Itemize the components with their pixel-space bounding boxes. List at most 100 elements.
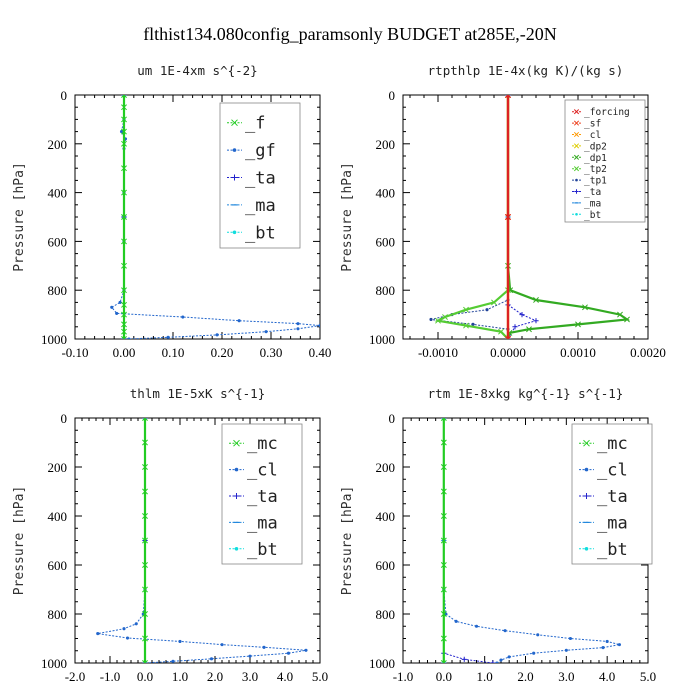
x-tick-label: 4.0 — [599, 669, 615, 684]
data-point — [463, 306, 469, 313]
data-point — [234, 547, 239, 551]
legend-entry: _mc — [597, 434, 628, 454]
legend-entry: _ta — [247, 487, 278, 507]
data-point — [121, 140, 127, 147]
x-tick-label: 3.0 — [242, 669, 258, 684]
data-point — [233, 439, 240, 447]
legend: _f _gf _ta _ma _bt — [219, 102, 301, 249]
data-point — [121, 336, 127, 339]
y-tick-label: 800 — [376, 607, 396, 622]
data-point — [121, 328, 127, 335]
y-tick-label: 0 — [389, 88, 396, 103]
data-point — [505, 95, 511, 98]
data-point — [262, 645, 266, 649]
data-point — [471, 322, 475, 326]
x-tick-label: 5.0 — [640, 669, 656, 684]
data-point — [121, 311, 127, 318]
x-tick-label: -0.10 — [61, 345, 88, 360]
data-point — [574, 189, 579, 194]
x-tick-label: 3.0 — [558, 669, 574, 684]
panel-2: rtpthlp 1E-4x(kg K)/(kg s) Pressure [hPa]… — [340, 63, 666, 360]
figure-title: flthist134.080config_paramsonly BUDGET a… — [143, 24, 557, 44]
legend-entry: _ta — [597, 487, 628, 507]
legend-entry: _gf — [245, 141, 276, 161]
legend: _mc _cl _ta _ma _bt — [571, 423, 653, 565]
y-tick-label: 600 — [376, 234, 396, 249]
data-point — [601, 646, 605, 650]
y-tick-label: 1000 — [369, 332, 395, 347]
y-tick-label: 600 — [376, 558, 396, 573]
data-point — [121, 104, 127, 111]
data-point — [248, 654, 252, 658]
panel-1: um 1E-4xm s^{-2} Pressure [hPa] -0.10 0.00 0… — [12, 63, 331, 360]
x-tick-label: 0.30 — [260, 345, 283, 360]
data-point — [237, 319, 241, 323]
data-point — [440, 439, 447, 446]
data-point — [166, 335, 170, 339]
legend-entry: _bt — [247, 540, 278, 560]
data-point — [142, 418, 148, 421]
data-point — [142, 464, 148, 470]
data-point — [220, 643, 224, 647]
data-point — [171, 659, 175, 663]
panel-title: um 1E-4xm s^{-2} — [137, 63, 257, 78]
data-point — [440, 562, 447, 568]
y-tick-label: 200 — [48, 137, 68, 152]
panel-title: thlm 1E-5xK s^{-1} — [130, 386, 265, 401]
legend-entry: _bt — [597, 540, 628, 560]
y-tick-label: 400 — [376, 509, 396, 524]
legend-entry: _tp1 — [584, 176, 607, 187]
y-tick-label: 200 — [48, 460, 68, 475]
data-point — [121, 321, 127, 328]
data-point — [233, 493, 240, 499]
series-line-cl — [97, 418, 307, 663]
data-point — [532, 651, 536, 655]
data-point — [536, 633, 540, 637]
legend-box — [571, 423, 653, 565]
y-tick-label: 800 — [48, 607, 68, 622]
legend-entry: _ma — [597, 513, 628, 533]
y-tick-label: 1000 — [41, 656, 67, 671]
data-point — [134, 622, 138, 626]
data-point — [435, 317, 441, 324]
legend-entry: _ma — [245, 196, 276, 216]
data-point — [617, 643, 621, 647]
series-line-gf — [111, 95, 320, 339]
data-point — [617, 311, 623, 318]
series-group — [429, 95, 631, 339]
data-point — [121, 95, 127, 98]
data-point — [583, 493, 590, 499]
legend-entry: _ma — [247, 513, 278, 533]
data-point — [121, 301, 127, 308]
y-tick-label: 400 — [48, 186, 68, 201]
data-point — [499, 658, 503, 662]
data-point — [264, 330, 268, 334]
legend-entry: _dp2 — [584, 141, 607, 152]
data-point — [519, 312, 525, 318]
y-tick-label: 200 — [376, 137, 396, 152]
x-tick-label: -0.0010 — [418, 345, 458, 360]
data-point — [440, 537, 447, 544]
data-point — [440, 418, 447, 421]
data-point — [573, 143, 580, 149]
panel-3: thlm 1E-5xK s^{-1} Pressure [hPa] -2.0 -1.0… — [12, 386, 328, 684]
y-tick-label: 1000 — [41, 332, 67, 347]
data-point — [495, 661, 499, 663]
series-group — [440, 418, 621, 663]
data-point — [575, 321, 581, 328]
y-axis-label: Pressure [hPa] — [12, 486, 27, 596]
data-point — [491, 299, 497, 306]
x-tick-label: 2.0 — [207, 669, 223, 684]
y-tick-label: 0 — [61, 88, 68, 103]
data-point — [429, 317, 433, 322]
data-point — [122, 627, 126, 631]
data-point — [573, 120, 580, 126]
data-point — [440, 586, 447, 593]
data-point — [121, 287, 127, 294]
series-line-ta — [507, 95, 538, 339]
data-point — [568, 636, 572, 641]
x-tick-label: -1.0 — [100, 669, 121, 684]
data-point — [142, 488, 148, 495]
data-point — [304, 648, 308, 652]
x-tick-label: 4.0 — [277, 669, 293, 684]
